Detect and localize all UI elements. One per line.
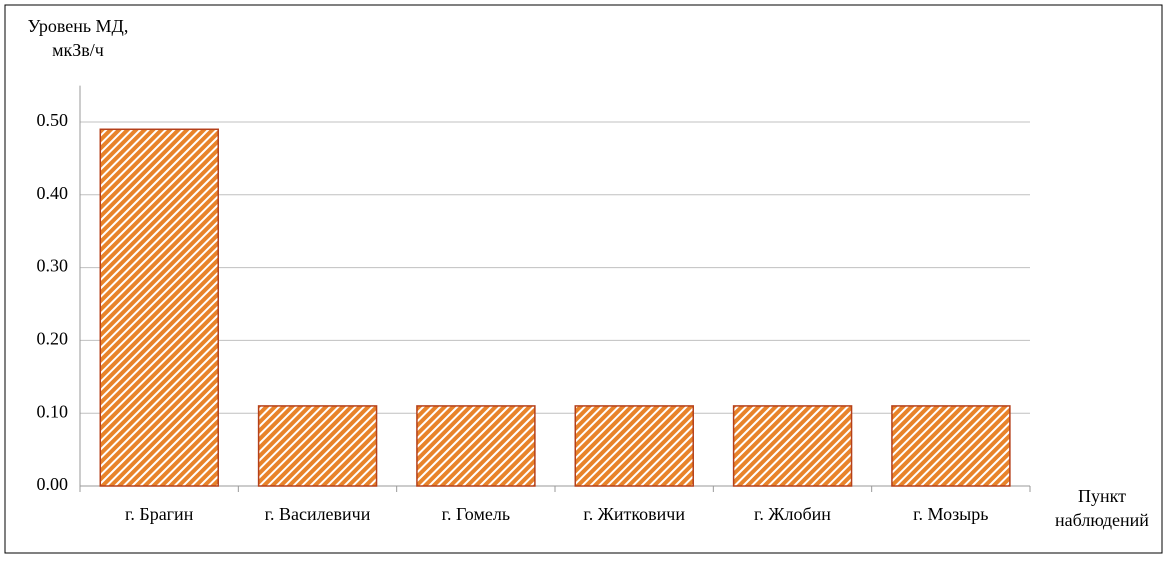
y-tick-label: 0.10 <box>37 401 69 421</box>
x-tick-label: г. Жлобин <box>754 504 831 524</box>
y-tick-label: 0.40 <box>37 183 69 203</box>
bar <box>257 405 378 487</box>
x-tick-label: г. Гомель <box>442 504 510 524</box>
chart-frame <box>4 4 1163 554</box>
x-axis-title: Пункт <box>1078 486 1126 506</box>
x-tick-label: г. Брагин <box>125 504 194 524</box>
x-axis-title: наблюдений <box>1055 510 1149 530</box>
bar <box>891 405 1011 487</box>
bar <box>416 405 536 487</box>
x-tick-label: г. Житковичи <box>583 504 685 524</box>
bar <box>732 405 853 487</box>
y-axis-title: мкЗв/ч <box>52 40 104 60</box>
bar <box>99 128 219 487</box>
bar <box>574 405 694 487</box>
y-tick-label: 0.30 <box>37 256 69 276</box>
y-axis-title: Уровень МД, <box>28 16 129 36</box>
y-tick-label: 0.50 <box>37 110 69 130</box>
y-tick-label: 0.00 <box>37 474 69 494</box>
x-tick-label: г. Мозырь <box>913 504 988 524</box>
x-tick-label: г. Василевичи <box>265 504 371 524</box>
y-tick-label: 0.20 <box>37 329 69 349</box>
